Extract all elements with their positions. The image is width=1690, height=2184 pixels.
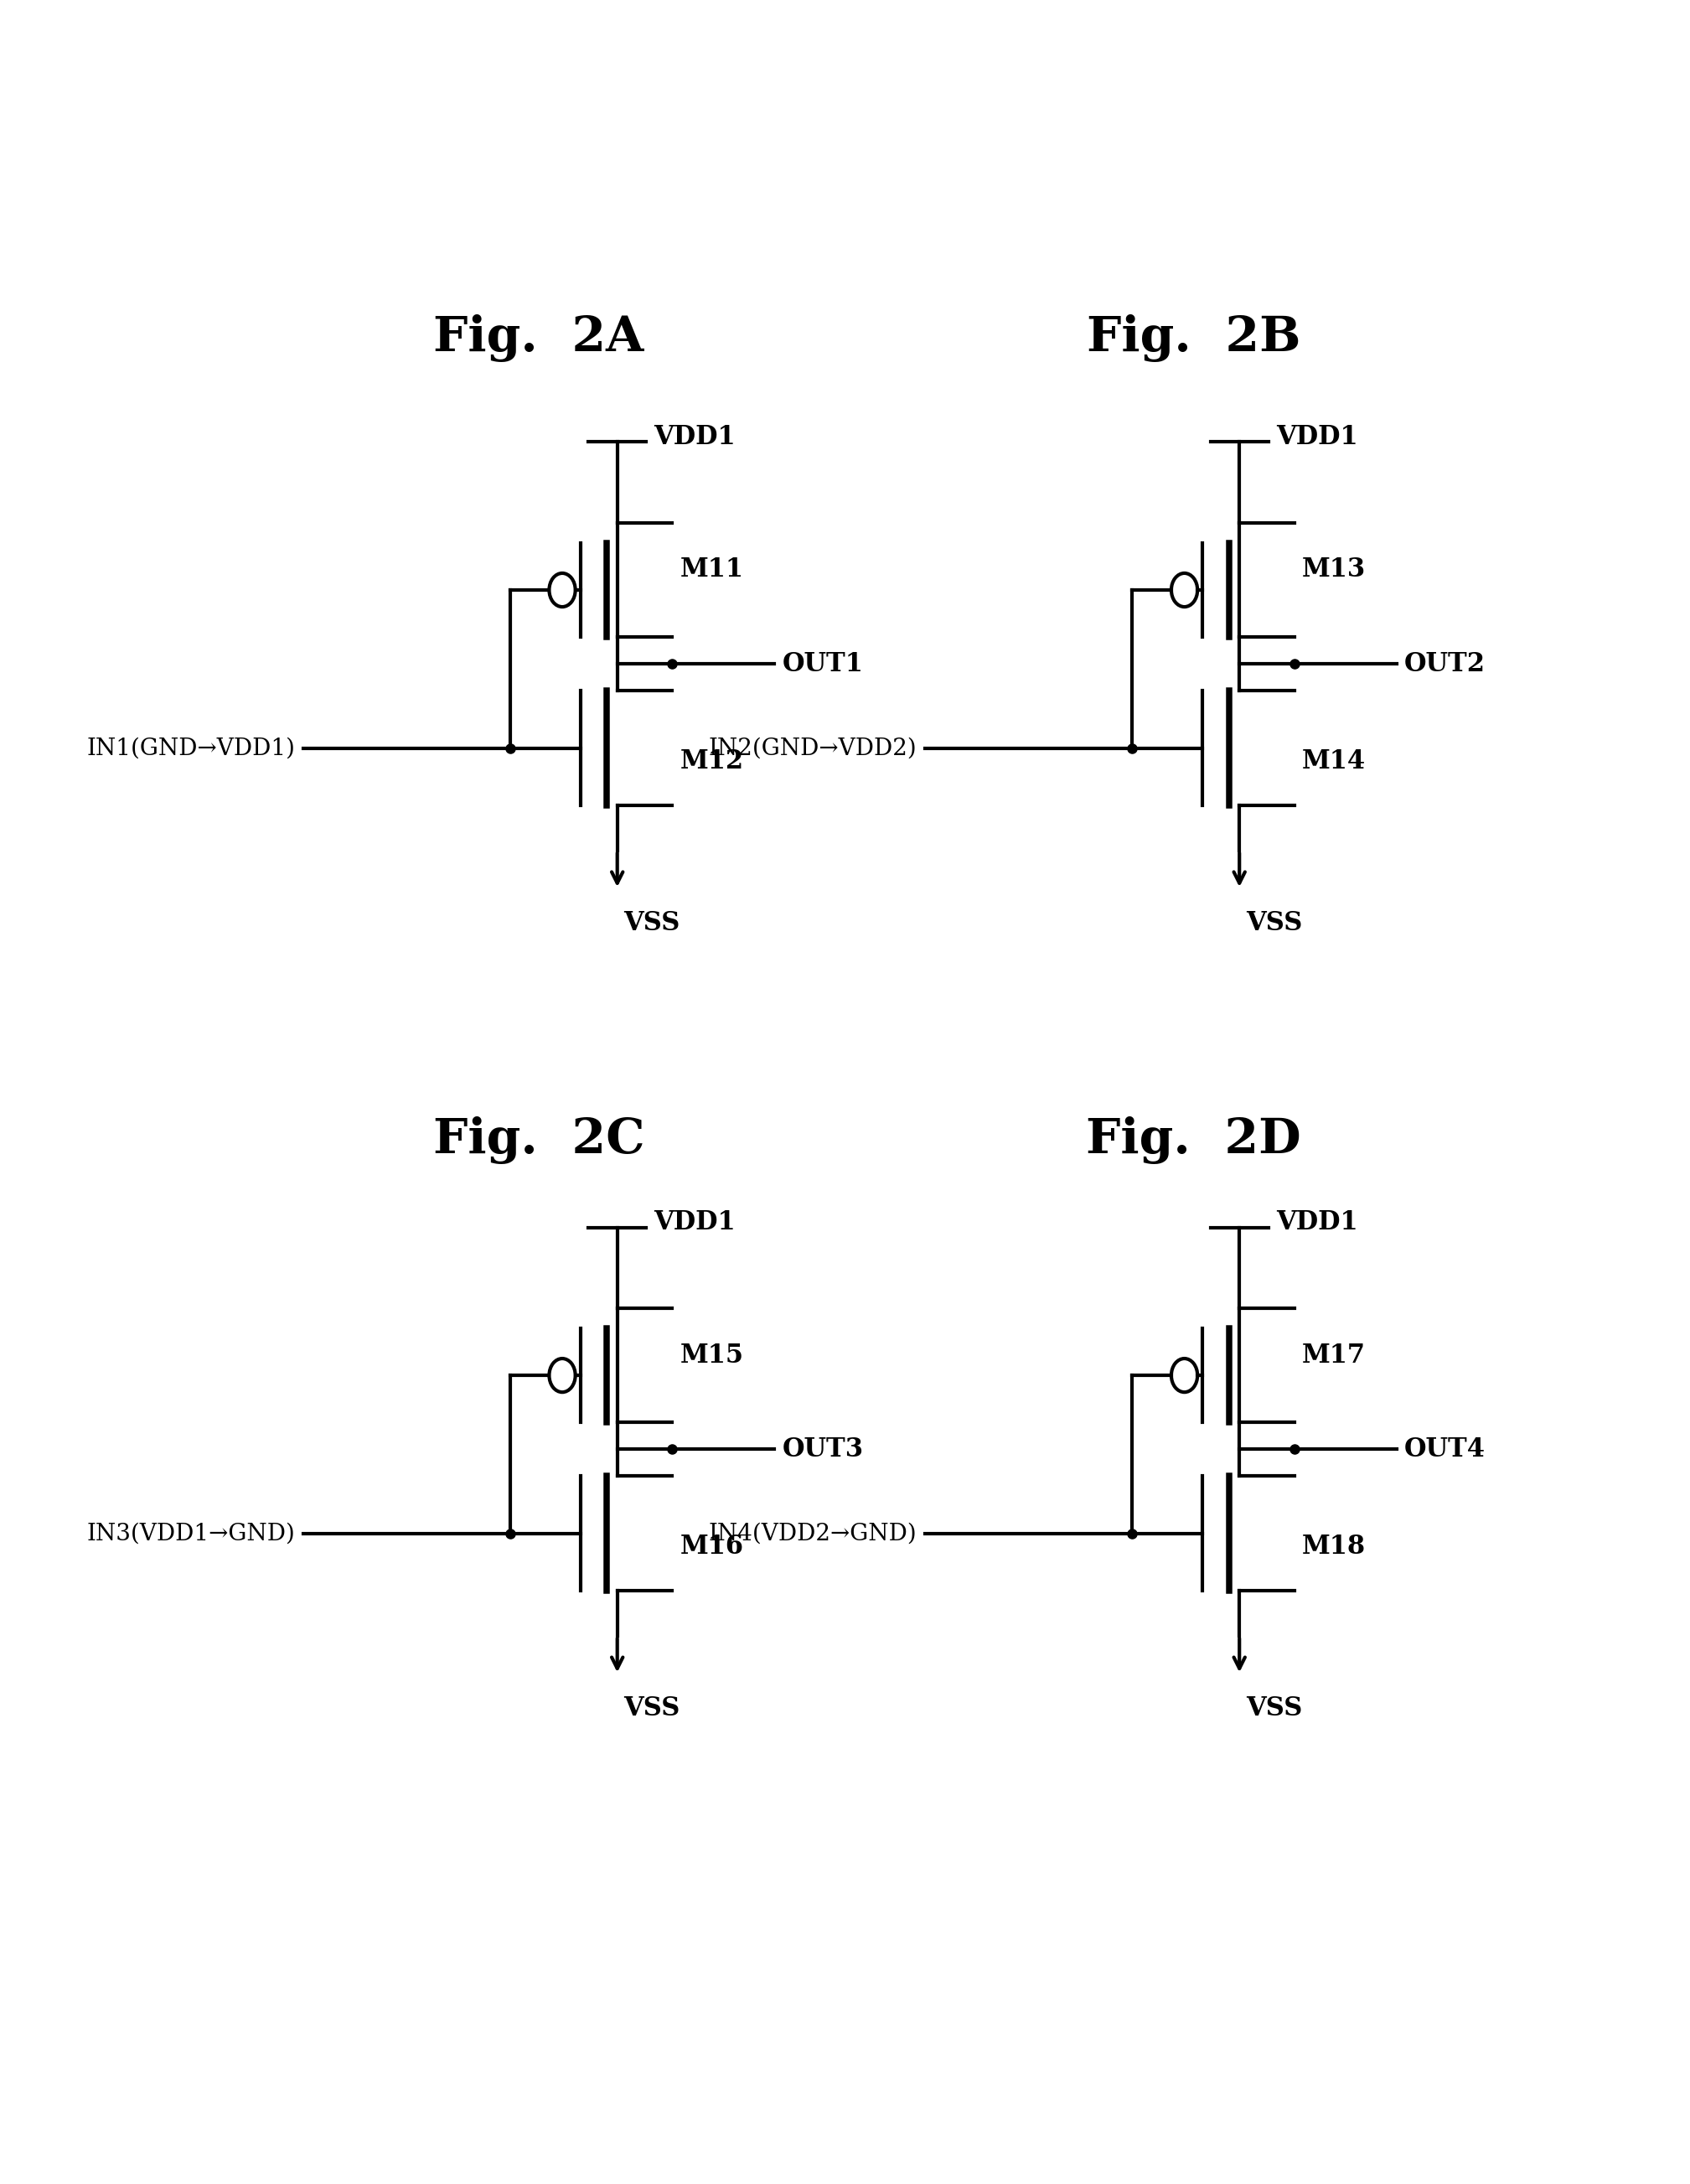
Text: Fig.  2A: Fig. 2A — [433, 314, 644, 363]
Text: IN2(GND→VDD2): IN2(GND→VDD2) — [708, 736, 918, 760]
Text: VSS: VSS — [624, 1695, 681, 1721]
Text: OUT2: OUT2 — [1404, 651, 1486, 677]
Text: VDD1: VDD1 — [654, 424, 735, 450]
Text: VSS: VSS — [1246, 911, 1303, 937]
Text: Fig.  2C: Fig. 2C — [433, 1116, 644, 1164]
Text: Fig.  2B: Fig. 2B — [1087, 314, 1301, 363]
Text: M18: M18 — [1303, 1533, 1366, 1559]
Text: OUT1: OUT1 — [782, 651, 864, 677]
Text: VDD1: VDD1 — [1276, 1210, 1357, 1236]
Text: IN3(VDD1→GND): IN3(VDD1→GND) — [86, 1522, 296, 1544]
Text: VDD1: VDD1 — [654, 1210, 735, 1236]
Text: Fig.  2D: Fig. 2D — [1087, 1116, 1301, 1164]
Text: IN1(GND→VDD1): IN1(GND→VDD1) — [86, 736, 296, 760]
Text: VDD1: VDD1 — [1276, 424, 1357, 450]
Text: M14: M14 — [1303, 749, 1366, 775]
Text: M11: M11 — [679, 557, 744, 583]
Text: IN4(VDD2→GND): IN4(VDD2→GND) — [708, 1522, 918, 1544]
Text: M15: M15 — [679, 1343, 744, 1367]
Text: OUT3: OUT3 — [782, 1437, 864, 1463]
Text: M17: M17 — [1303, 1343, 1366, 1367]
Text: M16: M16 — [679, 1533, 744, 1559]
Text: VSS: VSS — [624, 911, 681, 937]
Text: OUT4: OUT4 — [1404, 1437, 1486, 1463]
Text: M13: M13 — [1303, 557, 1366, 583]
Text: VSS: VSS — [1246, 1695, 1303, 1721]
Text: M12: M12 — [679, 749, 744, 775]
